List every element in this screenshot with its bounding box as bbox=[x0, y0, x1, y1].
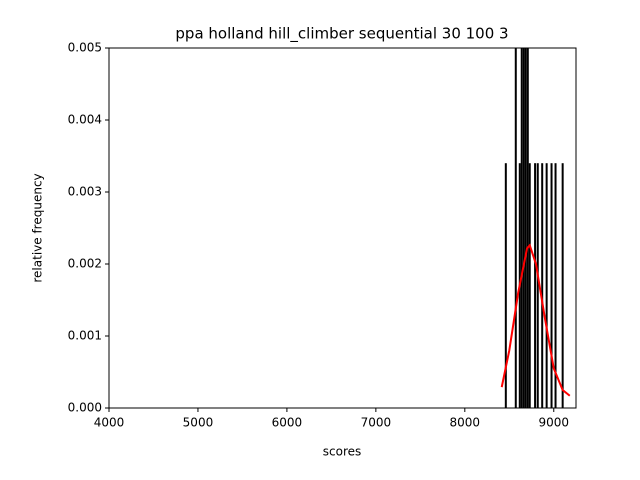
x-axis-label: scores bbox=[323, 445, 362, 459]
bar bbox=[541, 163, 544, 408]
y-axis-label: relative frequency bbox=[31, 173, 45, 282]
y-tick-label: 0.002 bbox=[68, 257, 102, 271]
bar bbox=[536, 163, 539, 408]
bar bbox=[524, 48, 527, 408]
x-tick-label: 7000 bbox=[361, 416, 392, 430]
axes-frame bbox=[108, 47, 577, 409]
bar bbox=[545, 163, 548, 408]
x-tick-label: 8000 bbox=[450, 416, 481, 430]
y-tick-label: 0.001 bbox=[68, 329, 102, 343]
x-tick-label: 6000 bbox=[272, 416, 303, 430]
bar bbox=[550, 163, 553, 408]
bar bbox=[522, 48, 525, 408]
y-tick-label: 0.004 bbox=[68, 113, 102, 127]
x-tick-label: 9000 bbox=[538, 416, 569, 430]
y-tick-label: 0.003 bbox=[68, 185, 102, 199]
bar bbox=[520, 48, 523, 408]
fit-curve bbox=[500, 243, 571, 397]
x-tick-label: 4000 bbox=[94, 416, 125, 430]
x-tick-label: 5000 bbox=[183, 416, 214, 430]
plot-area bbox=[500, 48, 571, 408]
y-tick-label: 0.000 bbox=[68, 401, 102, 415]
chart-title: ppa holland hill_climber sequential 30 1… bbox=[175, 25, 508, 44]
bar bbox=[561, 163, 564, 408]
bar bbox=[526, 48, 529, 408]
bar bbox=[514, 48, 517, 408]
bar bbox=[528, 163, 531, 408]
bar bbox=[534, 163, 537, 408]
y-tick-label: 0.005 bbox=[68, 41, 102, 55]
bar bbox=[554, 163, 557, 408]
bar bbox=[504, 163, 507, 408]
